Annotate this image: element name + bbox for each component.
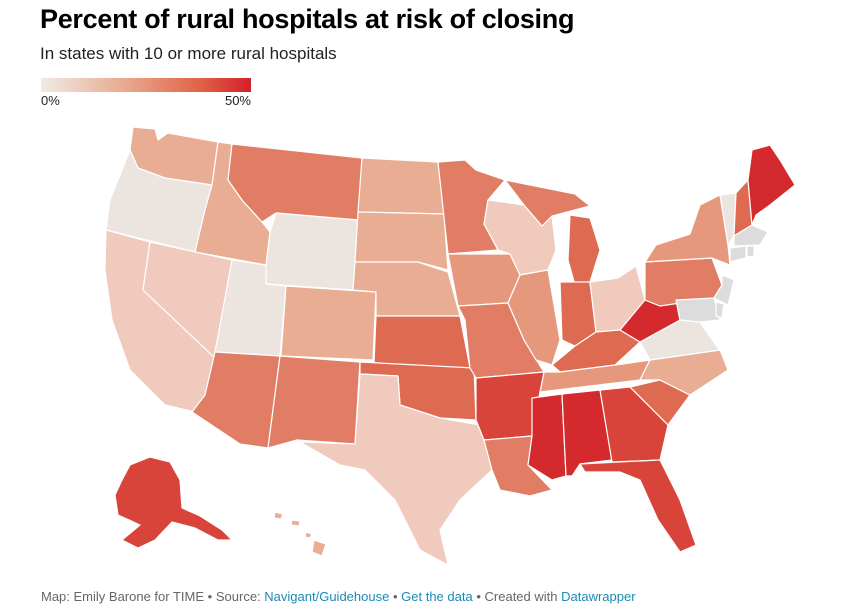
state-georgia[interactable] — [599, 386, 669, 463]
footer-separator: • — [392, 589, 398, 604]
state-massachusetts[interactable] — [733, 224, 769, 247]
state-south-dakota[interactable] — [354, 211, 449, 271]
state-new-mexico[interactable] — [267, 355, 361, 449]
get-data-link[interactable]: Get the data — [401, 589, 473, 604]
state-maine[interactable] — [747, 144, 796, 226]
datawrapper-link[interactable]: Datawrapper — [561, 589, 636, 604]
state-maryland[interactable] — [675, 297, 721, 323]
state-iowa[interactable] — [447, 253, 521, 307]
chart-title: Percent of rural hospitals at risk of cl… — [40, 4, 575, 34]
state-michigan[interactable] — [567, 214, 601, 286]
state-kansas[interactable] — [373, 315, 471, 369]
state-new-jersey[interactable] — [713, 274, 735, 306]
chart-subtitle: In states with 10 or more rural hospital… — [40, 44, 337, 63]
state-illinois[interactable] — [507, 269, 561, 366]
state-new-york[interactable] — [644, 194, 731, 266]
state-north-dakota[interactable] — [357, 157, 445, 215]
footer-credit: Map: Emily Barone for TIME — [41, 589, 205, 604]
legend-gradient-bar — [41, 78, 251, 92]
state-michigan-upper[interactable] — [504, 179, 591, 227]
state-colorado[interactable] — [280, 285, 377, 361]
state-alaska[interactable] — [114, 456, 233, 549]
state-rhode-island[interactable] — [746, 245, 755, 258]
footer-created-prefix: Created with — [484, 589, 558, 604]
source-link[interactable]: Navigant/Guidehouse — [264, 589, 390, 604]
state-mississippi[interactable] — [527, 393, 567, 481]
state-wyoming[interactable] — [265, 212, 359, 291]
legend-max-label: 50% — [224, 93, 251, 108]
footer-separator: • — [476, 589, 481, 604]
legend-min-label: 0% — [41, 93, 60, 108]
state-connecticut[interactable] — [729, 245, 747, 263]
state-texas[interactable] — [299, 373, 493, 566]
footer-source-prefix: Source: — [215, 589, 261, 604]
chart-footer: Map: Emily Barone for TIME • Source: Nav… — [41, 589, 636, 604]
color-legend: 0% 50% — [41, 78, 251, 110]
state-hawaii[interactable] — [273, 511, 327, 557]
state-florida[interactable] — [579, 459, 697, 553]
footer-separator: • — [207, 589, 213, 604]
state-delaware[interactable] — [715, 301, 725, 319]
